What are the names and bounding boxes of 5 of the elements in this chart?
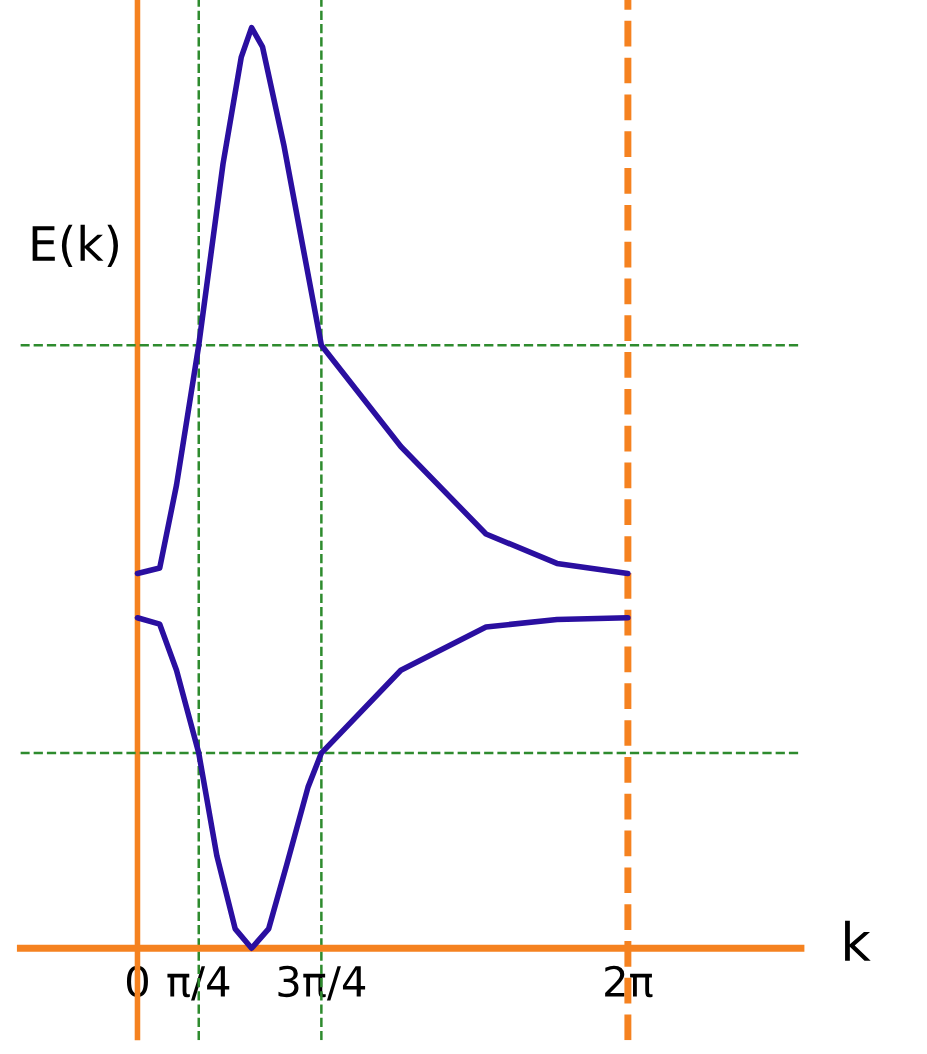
x-tick-label: 2π bbox=[605, 965, 653, 998]
x-tick-label: π/4 bbox=[167, 966, 230, 1001]
y-axis-title: E(k) bbox=[32, 224, 118, 267]
x-tick-label: 3π/4 bbox=[278, 965, 366, 1001]
x-axis-title: k bbox=[845, 920, 871, 961]
